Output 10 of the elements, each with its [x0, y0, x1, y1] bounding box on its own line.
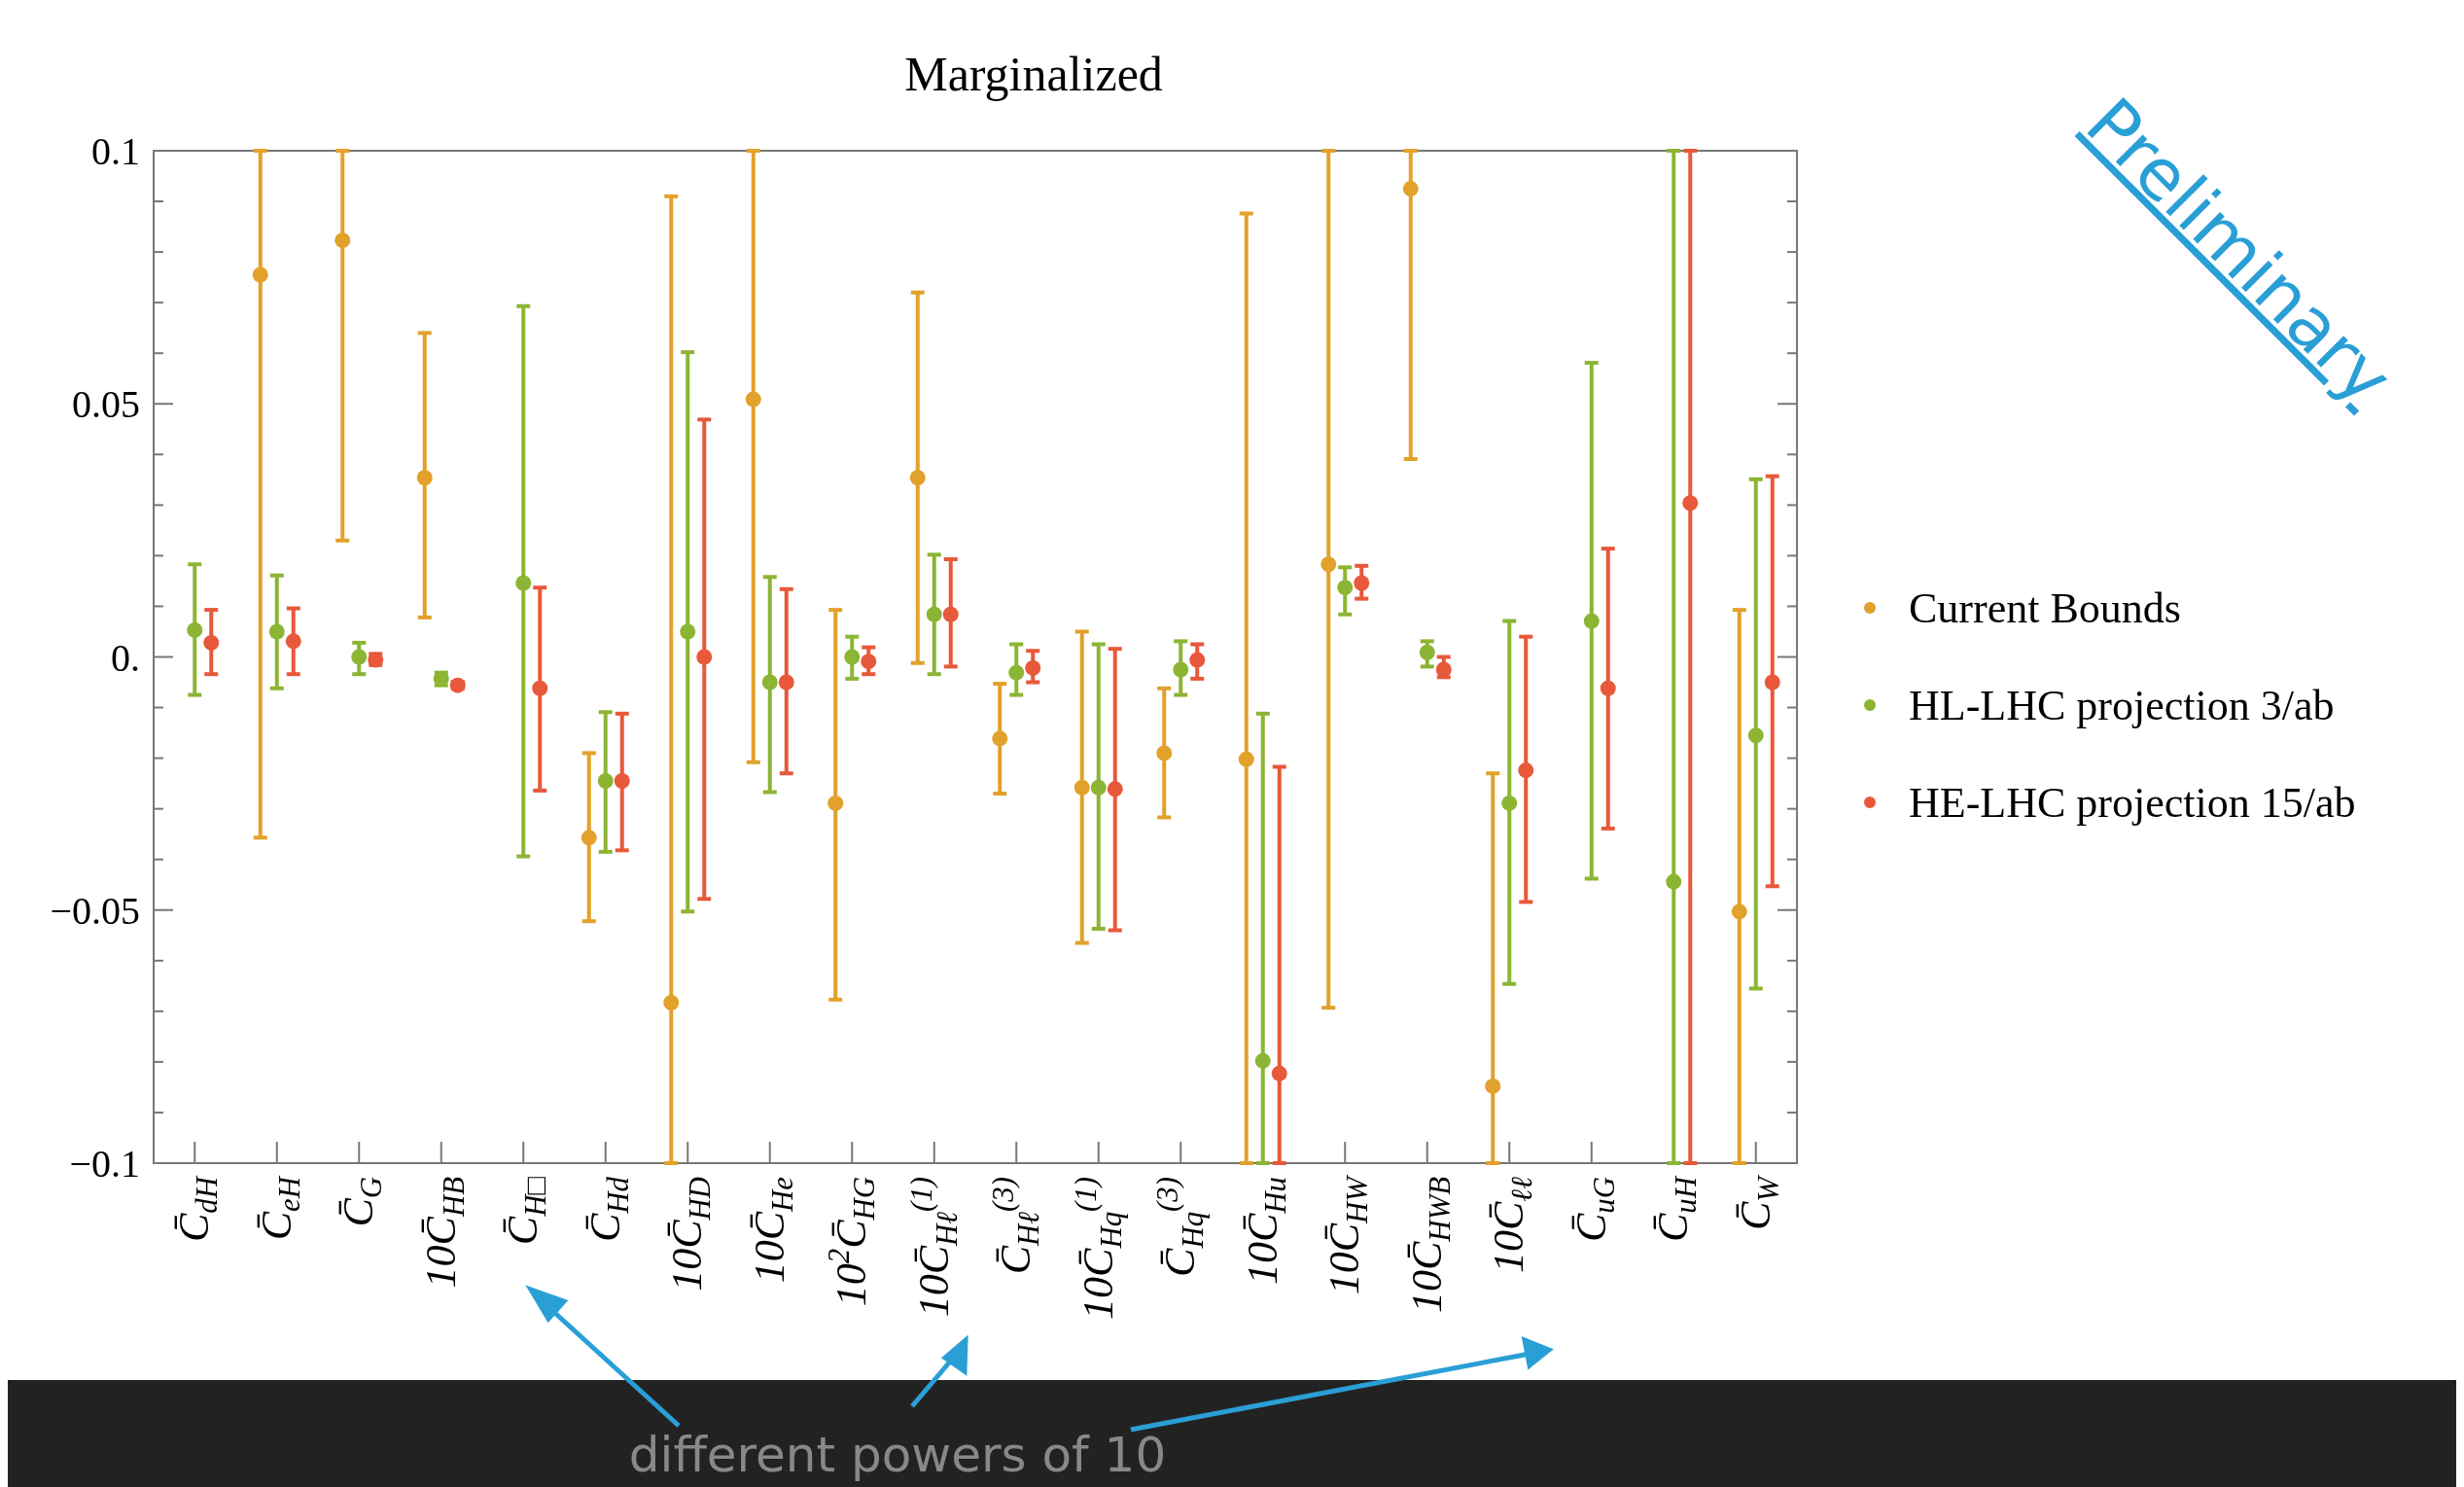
y-tick-label: −0.1	[69, 1142, 140, 1186]
legend-label: Current Bounds	[1909, 584, 2181, 633]
chart-title: Marginalized	[904, 47, 1163, 101]
text: different powers of 10	[628, 1427, 1167, 1483]
y-tick-label: 0.	[111, 635, 140, 680]
y-tick-label: −0.05	[50, 888, 140, 933]
legend-label: HL-LHC projection 3/ab	[1909, 682, 2335, 730]
legend-label: HE-LHC projection 15/ab	[1909, 779, 2356, 828]
y-tick-label: 0.1	[91, 129, 140, 173]
y-tick-label: 0.05	[72, 382, 140, 427]
